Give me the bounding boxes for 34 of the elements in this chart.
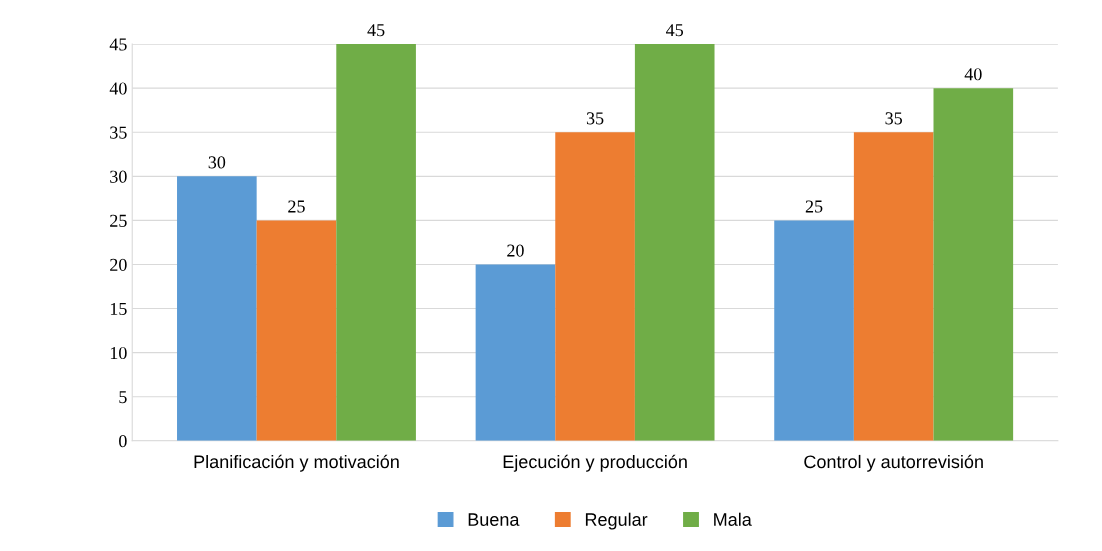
y-tick-label: 15 (110, 302, 127, 315)
x-tick-label: Control y autorrevisión (804, 454, 983, 472)
legend-label: Regular (585, 512, 648, 530)
y-tick-label: 10 (110, 346, 127, 360)
legend-label: Buena (468, 513, 520, 526)
data-label: 25 (288, 200, 305, 213)
data-label: 40 (964, 68, 982, 81)
data-label: 45 (666, 24, 684, 37)
bar (933, 88, 1014, 441)
y-tick-label: 25 (110, 214, 127, 227)
bar (336, 44, 416, 441)
y-tick-label: 45 (109, 38, 127, 51)
y-tick-label: 30 (110, 170, 127, 183)
x-tick-label: Planificación y motivación (194, 454, 399, 472)
data-label: 35 (885, 112, 903, 125)
data-label: 45 (367, 24, 385, 37)
y-tick-label: 20 (110, 258, 127, 271)
x-tick-label: Ejecución y producción (503, 454, 687, 472)
bar (177, 176, 257, 441)
data-label: 35 (586, 112, 604, 125)
bar (475, 264, 556, 441)
data-label: 30 (208, 156, 226, 169)
legend-label: Mala (714, 512, 752, 526)
y-tick-label: 5 (119, 391, 127, 404)
y-tick-label: 0 (119, 435, 127, 448)
y-tick-label: 40 (109, 82, 127, 95)
bar (774, 220, 854, 441)
data-label: 25 (805, 200, 823, 213)
bar (634, 44, 715, 441)
bar (256, 220, 337, 441)
data-label: 20 (507, 244, 524, 257)
bar (853, 132, 934, 441)
bar (555, 132, 635, 441)
y-tick-label: 35 (110, 126, 127, 139)
